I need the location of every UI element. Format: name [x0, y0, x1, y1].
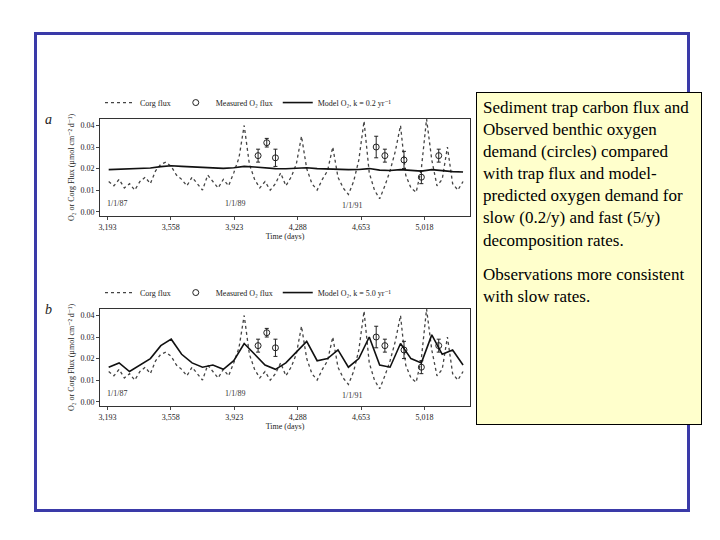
svg-text:Time (days): Time (days)	[266, 422, 305, 431]
svg-text:5,018: 5,018	[415, 223, 433, 232]
svg-text:Model O₂, k = 5.0 yr⁻¹: Model O₂, k = 5.0 yr⁻¹	[318, 289, 392, 298]
svg-text:3,193: 3,193	[98, 223, 116, 232]
svg-text:O₂ or Corg Flux (µmol cm⁻² d⁻¹: O₂ or Corg Flux (µmol cm⁻² d⁻¹)	[67, 114, 76, 221]
svg-text:Corg flux: Corg flux	[140, 99, 171, 108]
svg-text:Measured O₂ flux: Measured O₂ flux	[216, 289, 273, 298]
svg-text:Time (days): Time (days)	[266, 232, 305, 241]
svg-text:Model O₂, k = 0.2 yr⁻¹: Model O₂, k = 0.2 yr⁻¹	[318, 99, 392, 108]
svg-text:1/1/89: 1/1/89	[225, 199, 245, 208]
svg-text:1/1/89: 1/1/89	[225, 389, 245, 398]
svg-text:4,653: 4,653	[352, 223, 370, 232]
svg-text:1/1/87: 1/1/87	[107, 199, 127, 208]
svg-text:Measured O₂ flux: Measured O₂ flux	[216, 99, 273, 108]
svg-text:3,558: 3,558	[162, 223, 180, 232]
svg-text:3,923: 3,923	[225, 223, 243, 232]
svg-text:0.03: 0.03	[80, 333, 94, 342]
svg-text:O₂ or Corg Flux (µmol cm⁻² d⁻¹: O₂ or Corg Flux (µmol cm⁻² d⁻¹)	[67, 304, 76, 411]
svg-text:0.03: 0.03	[80, 143, 94, 152]
svg-text:0.04: 0.04	[80, 121, 94, 130]
svg-text:0.01: 0.01	[80, 376, 94, 385]
svg-text:4,288: 4,288	[289, 223, 307, 232]
svg-text:3,923: 3,923	[225, 413, 243, 422]
svg-text:5,018: 5,018	[415, 413, 433, 422]
svg-text:0.00: 0.00	[80, 397, 94, 406]
svg-text:b: b	[45, 302, 52, 317]
svg-text:1/1/91: 1/1/91	[342, 201, 362, 210]
svg-text:3,558: 3,558	[162, 413, 180, 422]
svg-text:4,288: 4,288	[289, 413, 307, 422]
html-text:Observations more consistent w: Observations more consistent with slow r…	[483, 264, 685, 306]
svg-text:0.04: 0.04	[80, 311, 94, 320]
svg-text:1/1/91: 1/1/91	[342, 391, 362, 400]
svg-text:4,653: 4,653	[352, 413, 370, 422]
svg-text:1/1/87: 1/1/87	[107, 389, 127, 398]
svg-text:3,193: 3,193	[98, 413, 116, 422]
svg-text:0.02: 0.02	[80, 354, 94, 363]
svg-text:0.00: 0.00	[80, 207, 94, 216]
svg-text:Corg flux: Corg flux	[140, 289, 171, 298]
html-text:Sediment trap carbon flux and: Sediment trap carbon flux and Observed b…	[483, 98, 689, 250]
svg-text:a: a	[45, 112, 52, 127]
svg-text:0.01: 0.01	[80, 186, 94, 195]
svg-text:0.02: 0.02	[80, 164, 94, 173]
